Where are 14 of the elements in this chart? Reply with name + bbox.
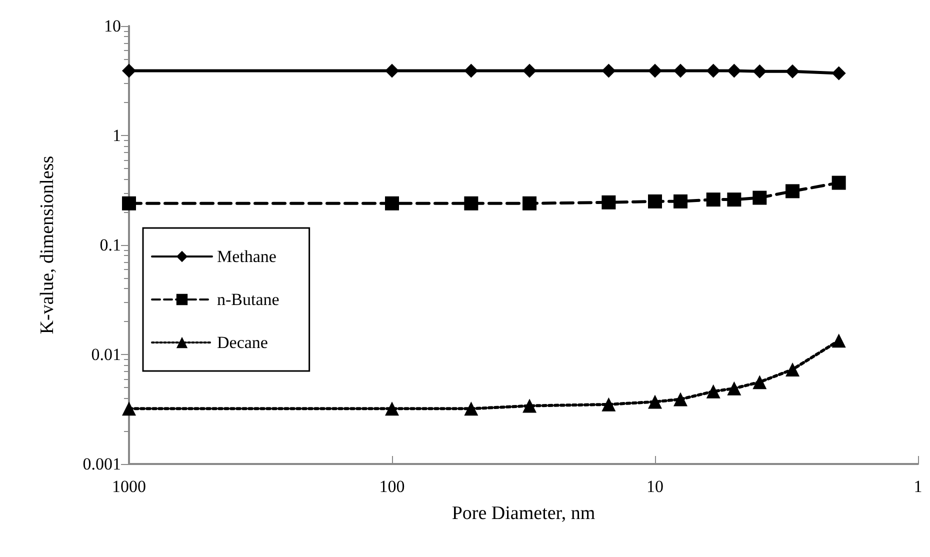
y-tick-label: 0.1 — [100, 236, 121, 254]
y-tick-label: 0.01 — [91, 345, 121, 364]
x-tick-label: 1000 — [112, 477, 146, 496]
y-tick-label: 10 — [104, 16, 121, 36]
x-axis-title: Pore Diameter, nm — [452, 503, 596, 524]
y-tick-label: 0.001 — [82, 454, 121, 474]
x-tick-label: 1 — [914, 477, 922, 496]
legend-label: n-Butane — [217, 290, 280, 309]
y-axis-title: K-value, dimensionless — [37, 156, 58, 334]
y-tick-label: 1 — [112, 126, 121, 145]
legend-label: Methane — [217, 247, 276, 266]
x-tick-label: 10 — [646, 477, 664, 496]
legend-label: Decane — [217, 333, 268, 352]
x-tick-label: 100 — [379, 477, 405, 496]
